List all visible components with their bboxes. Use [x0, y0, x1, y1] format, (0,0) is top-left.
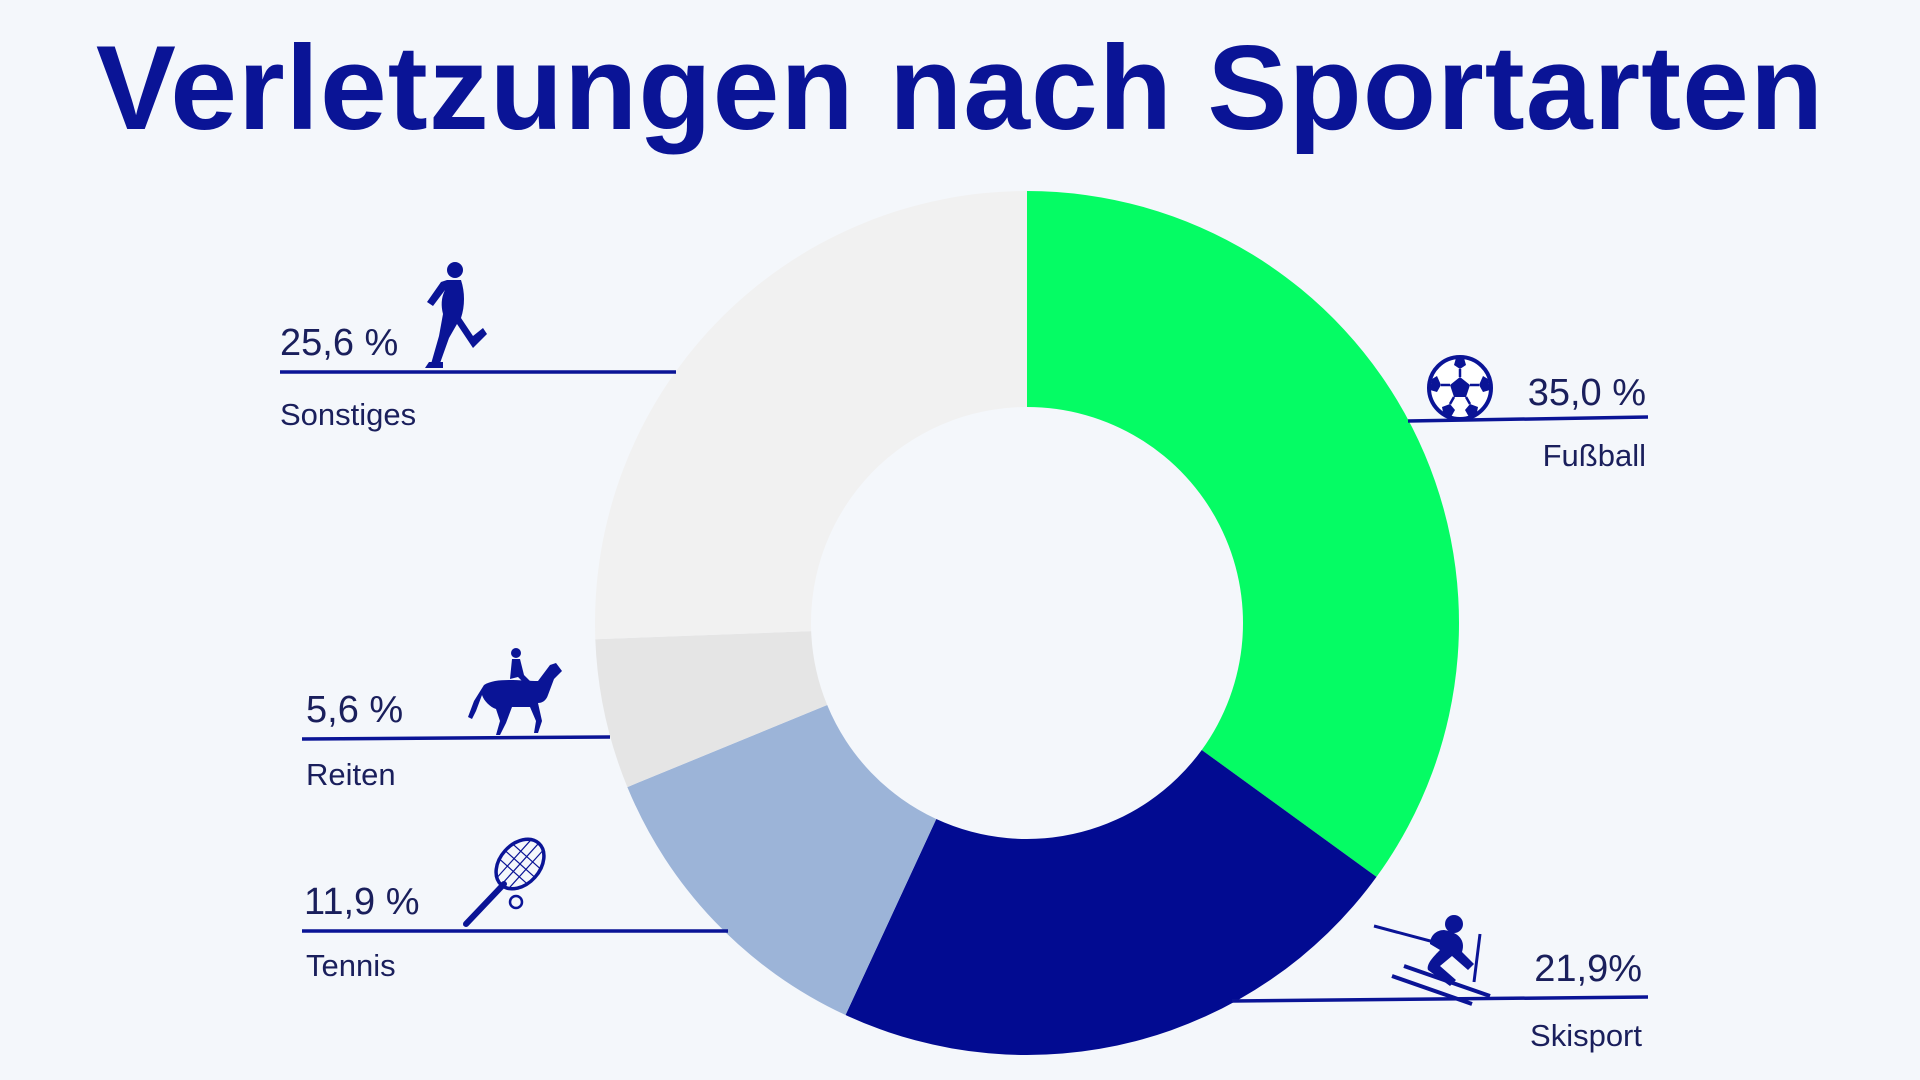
value-label-skisport: 21,9%	[1534, 948, 1642, 990]
donut-slice-tennis	[627, 705, 937, 1016]
label-group-sonstiges: 25,6 % Sonstiges	[280, 262, 676, 432]
runner-icon	[425, 262, 487, 368]
skier-icon	[1373, 915, 1491, 1006]
leader-line-skisport	[1231, 995, 1649, 1003]
tennis-racket-icon	[463, 837, 546, 927]
category-label-skisport: Skisport	[1530, 1018, 1642, 1053]
value-label-fussball: 35,0 %	[1528, 372, 1646, 414]
donut-slice-sonstiges	[595, 191, 1027, 640]
leader-line-fussball	[1407, 415, 1649, 423]
soccer-ball-icon	[1427, 355, 1493, 421]
label-group-fussball: 35,0 % Fußball	[1407, 355, 1649, 473]
donut-slices	[595, 191, 1460, 1056]
category-label-fussball: Fußball	[1543, 438, 1646, 473]
label-group-skisport: 21,9% Skisport	[1231, 915, 1649, 1053]
label-group-tennis: 11,9 % Tennis	[302, 837, 728, 983]
category-label-sonstiges: Sonstiges	[280, 397, 416, 432]
chart-title: Verletzungen nach Sportarten	[95, 21, 1825, 155]
label-group-reiten: 5,6 % Reiten	[301, 648, 611, 792]
donut-slice-fussball	[1027, 191, 1460, 877]
leader-line-reiten	[301, 735, 611, 741]
donut-slice-skisport	[845, 749, 1377, 1056]
category-label-tennis: Tennis	[306, 948, 396, 983]
value-label-sonstiges: 25,6 %	[280, 322, 398, 364]
category-label-reiten: Reiten	[306, 757, 396, 792]
donut-slice-reiten	[595, 631, 828, 788]
horse-rider-icon	[468, 648, 562, 735]
value-label-reiten: 5,6 %	[306, 689, 403, 731]
value-label-tennis: 11,9 %	[304, 881, 419, 923]
